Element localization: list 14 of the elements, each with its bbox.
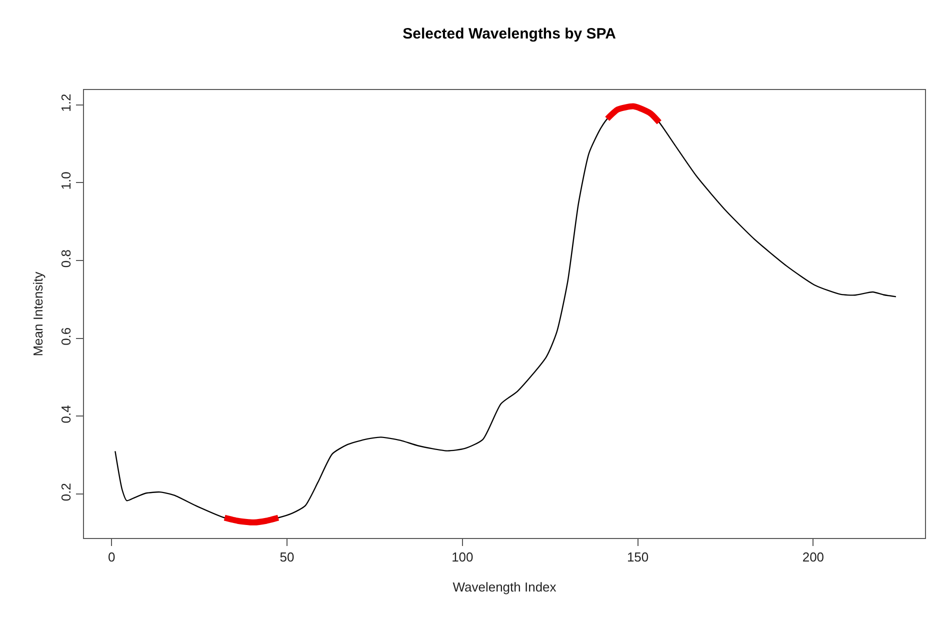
y-tick-label: 0.4 <box>58 405 74 424</box>
y-tick-label: 1.2 <box>58 94 74 112</box>
x-tick-label: 50 <box>280 550 294 565</box>
y-axis-title: Mean Intensity <box>30 271 46 356</box>
y-tick-label: 1.0 <box>58 172 74 190</box>
x-tick-label: 0 <box>108 550 116 565</box>
x-tick-label: 200 <box>802 550 824 565</box>
x-tick-label: 150 <box>626 550 649 565</box>
y-tick-label: 0.8 <box>58 249 74 268</box>
x-axis-title: Wavelength Index <box>452 579 557 594</box>
y-tick-label: 0.6 <box>58 327 74 346</box>
x-tick-label: 100 <box>452 550 474 565</box>
chart-title: Selected Wavelengths by SPA <box>402 26 616 43</box>
y-tick-label: 0.2 <box>58 483 74 502</box>
